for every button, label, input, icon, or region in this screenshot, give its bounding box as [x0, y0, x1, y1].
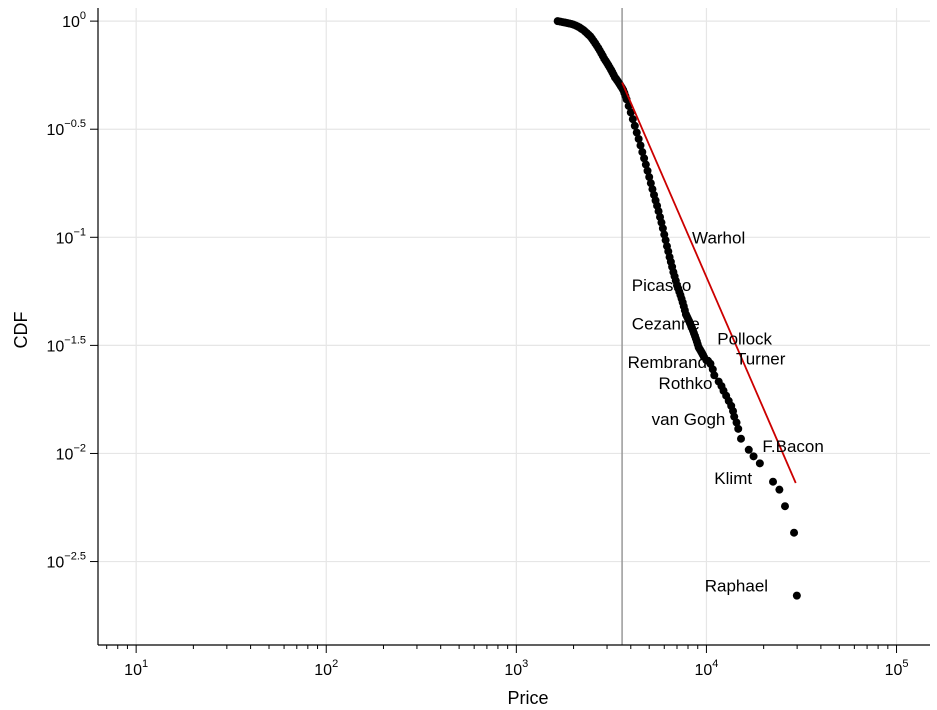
data-point — [744, 445, 753, 454]
x-tick-label-0: 101 — [124, 658, 148, 679]
annotation-label: F.Bacon — [762, 437, 823, 456]
annotation-label: Rembrandt — [628, 353, 712, 372]
annotation-label: Klimt — [714, 469, 752, 488]
data-point — [626, 108, 635, 117]
y-tick-label-0: 100 — [62, 10, 86, 31]
annotation-label: Picasso — [632, 276, 692, 295]
data-point — [632, 128, 641, 137]
y-tick-label-2: 10−1 — [56, 226, 86, 247]
y-tick-label-1: 10−0.5 — [46, 118, 86, 139]
data-point — [792, 591, 801, 600]
x-tick-label-1: 102 — [314, 658, 338, 679]
data-point — [645, 173, 654, 182]
data-point — [636, 141, 645, 150]
data-point — [661, 236, 670, 245]
annotation-label: Rothko — [659, 374, 713, 393]
axes: 101 102 103 104 105 100 10−0.5 10−1 10−1.5 10−2 10… — [46, 8, 930, 679]
data-point — [638, 148, 647, 157]
annotation-label: Warhol — [692, 228, 745, 247]
data-point — [749, 452, 758, 461]
x-tick-label-3: 104 — [694, 658, 718, 679]
annotation-label: Pollock — [717, 330, 772, 349]
y-tick-label-4: 10−2 — [56, 442, 86, 463]
x-tick-label-4: 105 — [885, 658, 909, 679]
data-point — [790, 528, 799, 537]
y-axis-label: CDF — [11, 312, 31, 349]
x-tick-label-2: 103 — [504, 658, 528, 679]
y-tick-label-3: 10−1.5 — [46, 334, 86, 355]
x-axis-label: Price — [507, 688, 548, 708]
data-point — [736, 434, 745, 443]
data-point — [646, 179, 655, 188]
data-point — [734, 424, 743, 433]
data-point — [769, 477, 778, 486]
data-point — [643, 166, 652, 175]
annotation-label: Turner — [736, 349, 786, 368]
y-tick-label-5: 10−2.5 — [46, 551, 86, 572]
annotation-label: Raphael — [705, 577, 768, 596]
data-point — [641, 160, 650, 169]
data-point — [630, 121, 639, 130]
fit-layer — [621, 82, 797, 484]
data-point — [634, 134, 643, 143]
fit-line — [621, 82, 797, 484]
data-point — [628, 115, 637, 124]
annotation-label: Cezanne — [632, 314, 700, 333]
data-point — [775, 485, 784, 494]
data-point — [658, 224, 667, 233]
data-point — [732, 418, 741, 427]
data-point — [640, 154, 649, 163]
data-points — [553, 17, 801, 600]
data-point — [710, 371, 719, 380]
data-point — [755, 459, 764, 468]
data-point — [780, 502, 789, 511]
annotation-label: van Gogh — [652, 410, 726, 429]
grid — [98, 8, 930, 645]
